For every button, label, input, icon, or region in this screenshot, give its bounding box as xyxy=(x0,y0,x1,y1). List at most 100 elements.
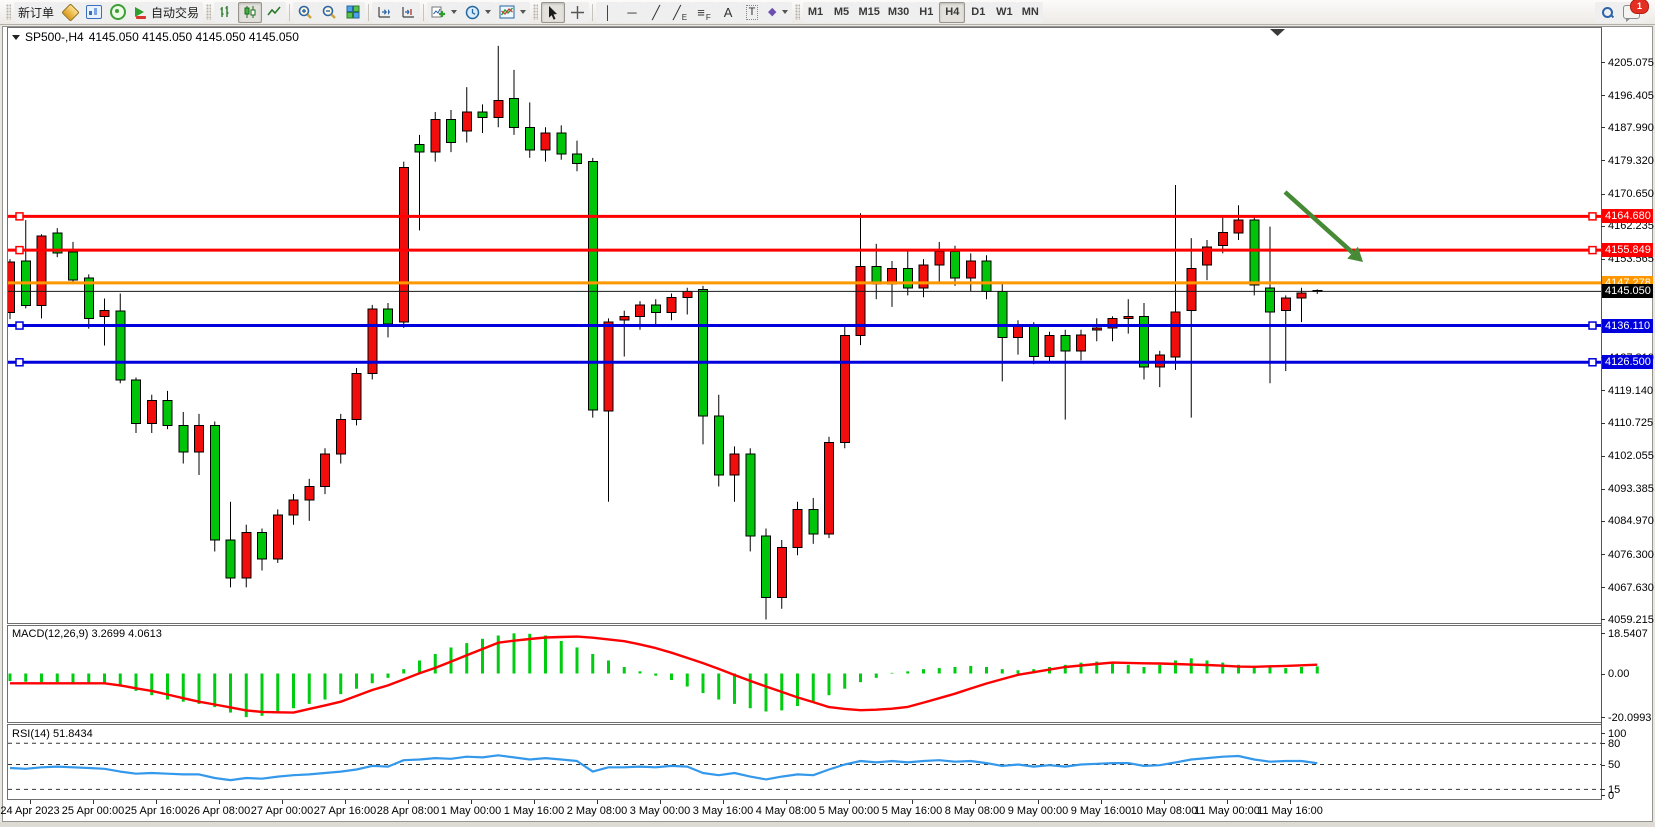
window-bottom-strip xyxy=(0,822,1655,827)
chart-shift-marker[interactable] xyxy=(1270,29,1285,36)
trend-arrow-head[interactable] xyxy=(1347,246,1363,262)
macd-tick-mark xyxy=(1601,717,1605,719)
time-tick-mark xyxy=(156,800,157,804)
cursor-tool-button[interactable] xyxy=(541,1,566,23)
zoom-in-button[interactable] xyxy=(293,1,318,23)
timeframe-button-m15[interactable]: M15 xyxy=(854,1,884,23)
candle-bear xyxy=(745,453,756,537)
price-tick-mark xyxy=(1601,455,1605,457)
timeframe-button-h1[interactable]: H1 xyxy=(913,1,940,23)
time-axis[interactable]: 24 Apr 2023 25 Apr 00:00 25 Apr 16:00 26 Ap… xyxy=(0,800,1601,822)
candle-bull xyxy=(1013,325,1023,338)
candle-bull xyxy=(1186,267,1197,311)
chart-shift-button[interactable] xyxy=(396,1,421,23)
candle-bear xyxy=(209,424,220,541)
dropdown-caret-icon xyxy=(451,10,458,14)
signal-icon xyxy=(110,4,127,20)
rsi-tick-mark xyxy=(1601,733,1605,734)
candle-bear xyxy=(808,508,819,535)
chart-line-button[interactable] xyxy=(262,1,287,23)
toolbar-right-group: 1 xyxy=(1595,0,1652,23)
hline-tool-button[interactable]: ─ xyxy=(620,1,645,23)
candle-bear xyxy=(83,277,94,319)
line-handle[interactable] xyxy=(1588,212,1597,221)
line-handle[interactable] xyxy=(1588,245,1597,255)
new-chart-button[interactable] xyxy=(427,1,462,23)
candle-bear xyxy=(131,379,141,424)
panel-splitter-macd[interactable] xyxy=(7,623,1602,626)
timeframe-button-mn[interactable]: MN xyxy=(1017,1,1044,23)
algo-signal-button[interactable] xyxy=(106,1,131,23)
time-axis-label: 28 Apr 08:00 xyxy=(376,805,440,817)
price-tick-mark xyxy=(1601,390,1605,392)
metaeditor-button[interactable] xyxy=(58,1,83,23)
line-handle[interactable] xyxy=(1588,321,1597,330)
candle-bull xyxy=(934,250,945,266)
macd-panel-canvas[interactable] xyxy=(8,626,1601,722)
arrows-tool-button[interactable]: ◆ xyxy=(764,1,792,23)
zoom-out-button[interactable] xyxy=(317,1,342,23)
candle-bull xyxy=(666,296,677,314)
time-tick-mark xyxy=(1164,800,1165,804)
price-tick-mark xyxy=(1601,62,1605,63)
line-price-label: 4136.110 xyxy=(1602,318,1653,333)
rsi-panel-canvas[interactable] xyxy=(8,726,1601,799)
timeframe-button-m30[interactable]: M30 xyxy=(883,1,914,23)
price-tick-mark xyxy=(1601,160,1605,162)
new-order-button[interactable]: 新订单 xyxy=(14,1,59,23)
periods-button[interactable] xyxy=(461,1,496,23)
macd-axis-label: 0.00 xyxy=(1601,668,1629,681)
time-axis-label: 24 Apr 2023 xyxy=(0,805,60,817)
line-handle[interactable] xyxy=(1588,358,1597,367)
trendline-tool-button[interactable]: ╱ xyxy=(644,1,669,23)
vline-tool-button[interactable]: │ xyxy=(596,1,621,23)
notification-badge: 1 xyxy=(1630,0,1649,14)
search-button[interactable] xyxy=(1595,1,1619,23)
time-axis-label: 10 May 08:00 xyxy=(1130,805,1198,817)
price-tick-mark xyxy=(1601,619,1605,621)
trend-arrow-shaft[interactable] xyxy=(1283,190,1355,255)
chart-bars-button[interactable] xyxy=(214,1,239,23)
market-watch-button[interactable] xyxy=(82,1,107,23)
time-axis-label: 8 May 08:00 xyxy=(944,805,1006,817)
auto-scroll-button[interactable] xyxy=(372,1,397,23)
line-handle[interactable] xyxy=(15,245,24,255)
label-tool-button[interactable]: T xyxy=(740,1,765,23)
rsi-axis-label: 50 xyxy=(1601,759,1620,772)
line-chart-icon xyxy=(267,6,281,16)
candle-bear xyxy=(1028,325,1039,358)
main-chart-canvas[interactable] xyxy=(8,28,1601,623)
price-tick-mark xyxy=(1601,422,1605,424)
timeframe-button-w1[interactable]: W1 xyxy=(991,1,1018,23)
price-axis[interactable]: 4205.075 4196.405 4187.990 4179.320 4170.650… xyxy=(1601,26,1655,822)
line-handle[interactable] xyxy=(15,212,24,221)
line-handle[interactable] xyxy=(15,321,24,330)
panel-splitter-rsi[interactable] xyxy=(7,722,1602,725)
candle-bull xyxy=(918,264,929,289)
timeframe-button-d1[interactable]: D1 xyxy=(965,1,992,23)
candle-bear xyxy=(981,260,992,293)
candle-bear xyxy=(950,250,960,279)
templates-button[interactable] xyxy=(495,1,531,23)
price-tick-mark xyxy=(1601,193,1605,195)
timeframe-button-h4[interactable]: H4 xyxy=(939,1,966,23)
crosshair-tool-button[interactable] xyxy=(565,1,590,23)
timeframe-button-m1[interactable]: M1 xyxy=(802,1,829,23)
notifications-button[interactable]: 1 xyxy=(1619,0,1649,23)
candle-bull xyxy=(1123,315,1134,319)
auto-trading-button[interactable]: 自动交易 xyxy=(130,1,204,23)
line-handle[interactable] xyxy=(15,358,24,367)
chart-list-toggle-icon[interactable] xyxy=(12,34,20,40)
tile-windows-button[interactable] xyxy=(341,1,366,23)
timeframe-button-m5[interactable]: M5 xyxy=(828,1,855,23)
fibonacci-tool-button[interactable]: ≡ F xyxy=(692,1,717,23)
auto-trading-icon xyxy=(134,6,148,19)
dropdown-caret-icon xyxy=(781,10,788,14)
macd-tick-mark xyxy=(1601,673,1605,675)
time-axis-label: 9 May 00:00 xyxy=(1007,805,1069,817)
time-tick-mark xyxy=(597,800,598,804)
channel-tool-button[interactable]: ╱ E xyxy=(668,1,693,23)
chart-candles-button[interactable] xyxy=(238,1,263,23)
text-tool-button[interactable]: A xyxy=(716,1,741,23)
toolbar-grip xyxy=(533,4,539,20)
